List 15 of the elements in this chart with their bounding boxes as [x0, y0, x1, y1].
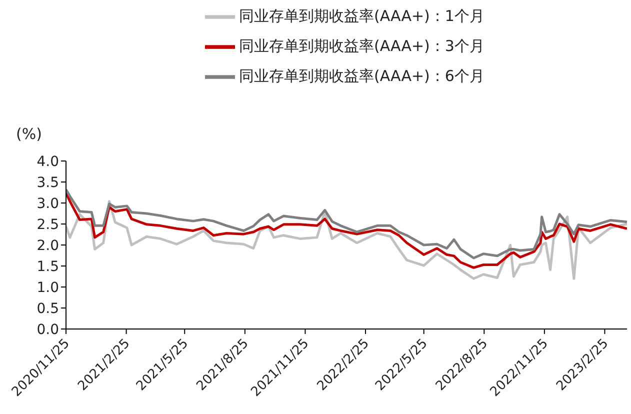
y-tick-label: 0.5 [36, 300, 59, 317]
y-tick-label: 2.0 [36, 238, 59, 254]
legend-label: 同业存单到期收益率(AAA+)：3个月 [239, 37, 484, 56]
y-tick-label: 4.0 [36, 154, 59, 170]
y-axis-title: (%) [16, 125, 42, 143]
legend-label: 同业存单到期收益率(AAA+)：6个月 [239, 67, 484, 86]
line-series [66, 192, 627, 269]
y-tick-label: 0.0 [36, 322, 59, 338]
y-tick-label: 2.5 [36, 216, 59, 233]
y-tick-label: 3.5 [36, 174, 59, 191]
y-tick-label: 3.0 [36, 196, 59, 212]
line-series [66, 188, 627, 260]
legend-label: 同业存单到期收益率(AAA+)：1个月 [239, 7, 484, 26]
y-tick-label: 1.0 [36, 280, 59, 296]
y-tick-label: 1.5 [36, 258, 59, 275]
